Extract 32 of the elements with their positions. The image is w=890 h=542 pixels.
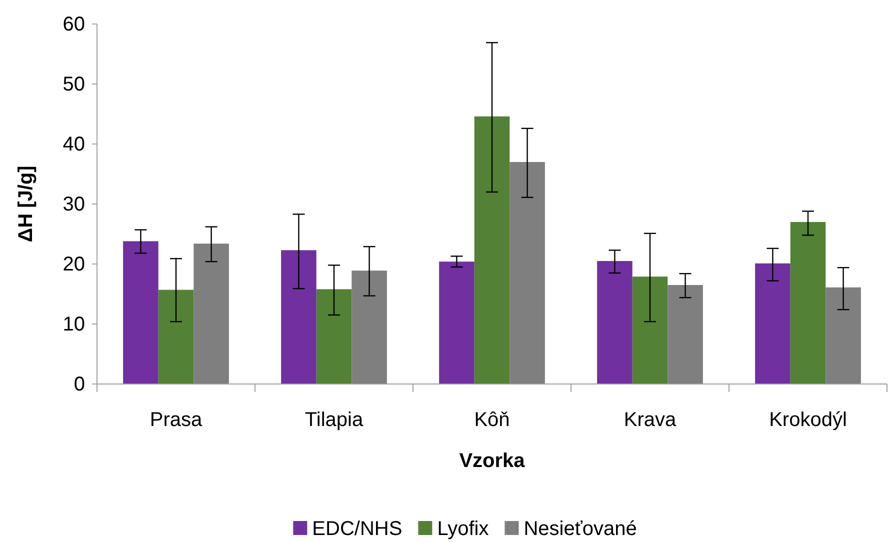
bar (826, 287, 861, 384)
bar (194, 244, 229, 384)
bar (474, 116, 510, 384)
x-tick-label: Tilapia (304, 409, 364, 431)
x-tick-label: Prasa (150, 409, 203, 431)
y-tick-label: 60 (62, 13, 85, 36)
x-axis-title: Vzorka (459, 450, 526, 472)
bar (316, 289, 352, 384)
bar (790, 222, 826, 384)
y-axis-title: ΔH [J/g] (15, 166, 37, 242)
bar (352, 270, 387, 384)
bar (510, 162, 545, 384)
y-tick-label: 10 (62, 313, 85, 336)
bar (158, 290, 194, 384)
bar (632, 276, 668, 384)
y-tick-label: 40 (62, 133, 85, 156)
bar (281, 250, 316, 384)
bar (668, 285, 703, 384)
x-tick-label: Krokodýl (769, 409, 847, 431)
x-tick-label: Kôň (474, 409, 510, 431)
x-tick-label: Krava (624, 409, 677, 431)
legend-label: EDC/NHS (312, 518, 402, 540)
legend-label: Lyofix (437, 518, 489, 540)
y-tick-label: 20 (62, 253, 85, 276)
y-tick-label: 30 (62, 193, 85, 216)
bar (439, 262, 474, 384)
bar (597, 261, 632, 384)
bar (123, 241, 158, 384)
y-tick-label: 50 (62, 73, 85, 96)
bar (755, 263, 790, 384)
legend-label: Nesieťované (524, 518, 637, 540)
y-tick-label: 0 (74, 373, 85, 396)
